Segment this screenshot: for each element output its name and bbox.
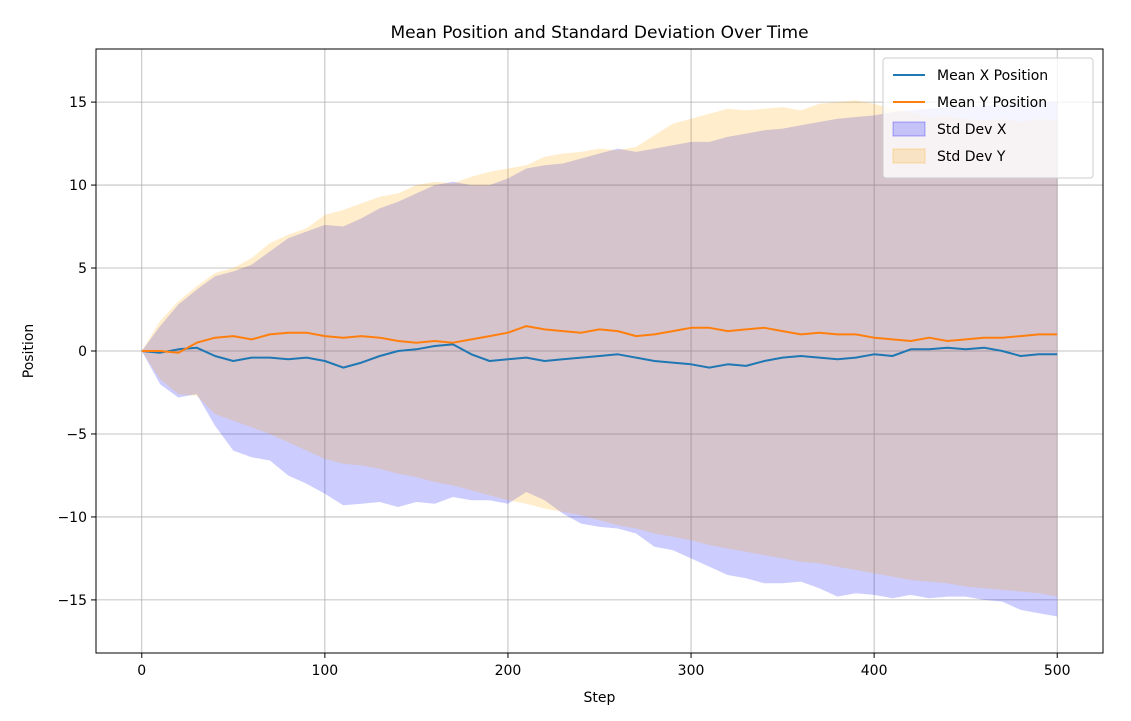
legend-swatch-band: [892, 148, 926, 164]
mean-y-position-line: [141, 325, 1058, 354]
legend: Mean X Position Mean Y Position Std Dev X S…: [882, 57, 1094, 179]
std-dev-y-band: [141, 100, 1058, 597]
y-tick-label: −10: [57, 510, 87, 526]
legend-swatch-band: [892, 121, 926, 137]
x-tick-label: 500: [1044, 663, 1071, 679]
x-tick-label: 100: [311, 663, 338, 679]
legend-label: Std Dev Y: [937, 149, 1006, 165]
y-tick-label: 0: [78, 344, 87, 360]
legend-label: Mean Y Position: [937, 95, 1047, 111]
axis-ticks: 0 100 200 300 400 500 −15 −10 −5 0 5 10 15: [57, 95, 1070, 679]
y-tick-label: 5: [78, 261, 87, 277]
y-tick-label: 15: [69, 95, 87, 111]
legend-box: [882, 57, 1094, 179]
x-tick-label: 200: [495, 663, 522, 679]
x-axis-label: Step: [584, 690, 616, 706]
std-dev-x-band: [141, 102, 1058, 617]
legend-label: Std Dev X: [937, 122, 1007, 138]
chart-title: Mean Position and Standard Deviation Ove…: [390, 23, 808, 43]
x-tick-label: 0: [137, 663, 146, 679]
mean-lines: [141, 325, 1058, 369]
std-bands: [141, 100, 1058, 617]
x-tick-label: 300: [678, 663, 705, 679]
y-axis-label: Position: [21, 324, 37, 379]
mean-x-position-line: [141, 343, 1058, 369]
x-tick-label: 400: [861, 663, 888, 679]
legend-label: Mean X Position: [937, 68, 1048, 84]
y-tick-label: −5: [66, 427, 87, 443]
y-tick-label: −15: [57, 593, 87, 609]
y-tick-label: 10: [69, 178, 87, 194]
